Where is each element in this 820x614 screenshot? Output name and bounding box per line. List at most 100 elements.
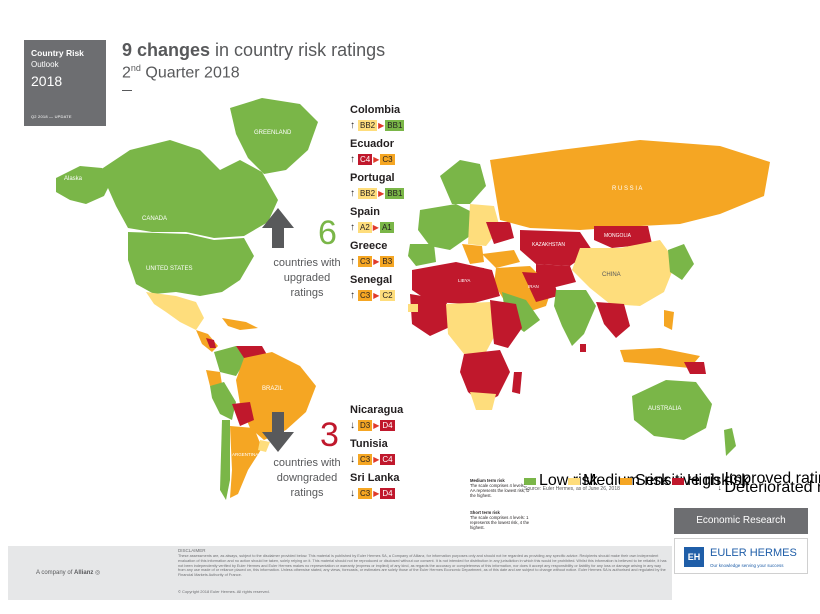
downgrade-rating-from: C3 (358, 453, 373, 465)
map-kazakhstan (520, 230, 592, 266)
euler-hermes-logo-box: EH EULER HERMES Our knowledge serving yo… (674, 538, 808, 574)
upgrade-rating-to: BB1 (385, 119, 405, 131)
map-greenland (230, 98, 318, 174)
upgrade-rating-row: ↑ C3 ▶ B3 (350, 255, 422, 267)
map-united-states (128, 232, 254, 296)
upgrade-rating-from: C3 (358, 289, 373, 301)
rating-change-arrow-icon: ▶ (378, 188, 385, 198)
map-label-mongolia: MONGOLIA (604, 233, 631, 239)
source-note: Source: Euler Hermes, as of June 26, 201… (524, 486, 620, 492)
upgrade-country-0: Colombia ↑ BB2 ▶ BB1 (350, 104, 422, 131)
rating-change-arrow-icon: ▶ (373, 454, 380, 464)
map-senegal (408, 304, 418, 312)
upgrade-rating-row: ↑ BB2 ▶ BB1 (350, 119, 422, 131)
downgrade-label-line3: ratings (290, 487, 324, 499)
down-arrow-icon (262, 412, 294, 452)
report-title: Country Risk (31, 48, 84, 58)
upgrade-rating-to: C3 (380, 153, 395, 165)
map-argentina (230, 426, 262, 498)
up-arrow-icon (262, 208, 294, 248)
deteriorated-arrow-icon: ↓ (350, 453, 355, 465)
short-term-title: Short term risk (470, 510, 500, 515)
improved-arrow-icon: ↑ (350, 255, 355, 267)
rating-change-arrow-icon: ▶ (373, 420, 380, 430)
legend-label-deteriorated: Deteriorated rating (724, 479, 820, 496)
footer-bar (8, 546, 672, 600)
map-label-libya: LIBYA (458, 278, 471, 283)
map-turkey (482, 250, 520, 268)
map-label-canada: CANADA (142, 216, 168, 222)
upgrade-rating-from: C4 (358, 153, 373, 165)
map-new-zealand (724, 428, 736, 456)
map-philippines (664, 310, 674, 330)
main-title-block: 9 changes in country risk ratings 2nd Qu… (122, 40, 385, 82)
legend-swatch-low (524, 477, 536, 485)
upgrade-country-name: Greece (350, 240, 388, 252)
upgrade-rating-to: C2 (380, 289, 395, 301)
euler-hermes-name: EULER HERMES (710, 547, 797, 559)
upgrade-count: 6 (318, 214, 337, 252)
downgrade-country-name: Sri Lanka (350, 472, 400, 484)
upgrade-country-name: Senegal (350, 274, 393, 286)
upgrade-country-name: Colombia (350, 104, 401, 116)
upgrade-rating-to: B3 (380, 255, 395, 267)
downgrade-label-line1: countries with (273, 457, 341, 469)
allianz-name: Allianz (74, 570, 94, 576)
map-label-china: CHINA (602, 272, 621, 278)
report-year: 2018 (31, 73, 63, 89)
improved-arrow-icon: ↑ (350, 221, 355, 233)
map-libya (452, 266, 488, 294)
main-title-rest: in country risk ratings (210, 40, 386, 60)
improved-arrow-icon: ↑ (350, 119, 355, 131)
downgrade-rating-to: D4 (380, 419, 395, 431)
improved-arrow-icon: ↑ (350, 187, 355, 199)
map-peru (210, 382, 236, 420)
map-colombia (214, 346, 246, 376)
allianz-prefix: A company of (36, 570, 73, 576)
upgrade-country-1: Ecuador ↑ C4 ▶ C3 (350, 138, 422, 165)
upgrade-rating-from: BB2 (358, 119, 378, 131)
map-west-africa (410, 294, 452, 336)
upgrade-rating-row: ↑ A2 ▶ A1 (350, 221, 422, 233)
downgrade-country-name: Nicaragua (350, 404, 404, 416)
downgrade-label-line2: downgraded (276, 472, 338, 484)
legend-swatch-sensitive (620, 477, 632, 485)
report-update-label: Q2 2018 — UPDATE (31, 114, 72, 119)
upgrade-country-name: Ecuador (350, 138, 395, 150)
rating-change-arrow-icon: ▶ (373, 290, 380, 300)
downgrade-country-2: Sri Lanka ↓ C3 ▶ D4 (350, 472, 422, 499)
upgrade-label-line1: countries with (273, 257, 341, 269)
map-scandinavia (440, 160, 486, 204)
upgrade-rating-to: A1 (379, 221, 394, 233)
downgrade-rating-row: ↓ D3 ▶ D4 (350, 419, 422, 431)
map-iberia (408, 244, 436, 266)
map-indonesia (620, 348, 700, 368)
disclaimer-text: These assessments are, as always, subjec… (178, 554, 667, 578)
map-uruguay (258, 440, 270, 452)
map-western-europe (418, 204, 476, 250)
map-canada (100, 140, 278, 238)
short-term-note: Short term risk The scale comprises 4 le… (470, 510, 530, 530)
medium-term-title: Medium term risk (470, 478, 505, 483)
map-korea-japan (668, 244, 694, 280)
map-label-argentina: ARGENTINA (232, 452, 259, 457)
map-brazil (236, 352, 316, 440)
map-ukraine (486, 222, 514, 244)
disclaimer-title: DISCLAIMER (178, 548, 206, 553)
main-subtitle: 2nd Quarter 2018 (122, 63, 385, 82)
map-label-australia: AUSTRALIA (648, 406, 682, 412)
deteriorated-arrow-icon: ↓ (718, 484, 722, 492)
downgrade-rating-from: C3 (358, 487, 373, 499)
downgrade-rating-row: ↓ C3 ▶ D4 (350, 487, 422, 499)
upgrade-count-label: countries with upgraded ratings (266, 256, 348, 301)
map-greece-balkans (462, 244, 484, 264)
legend-label-high: High risk (687, 472, 750, 489)
map-sri-lanka (580, 344, 586, 352)
downgrade-country-0: Nicaragua ↓ D3 ▶ D4 (350, 404, 422, 431)
subtitle-prefix: 2 (122, 64, 131, 82)
upgrade-country-2: Portugal ↑ BB2 ▶ BB1 (350, 172, 422, 199)
map-east-africa (490, 300, 522, 348)
deteriorated-arrow-icon: ↓ (350, 487, 355, 499)
map-mexico (146, 292, 204, 330)
